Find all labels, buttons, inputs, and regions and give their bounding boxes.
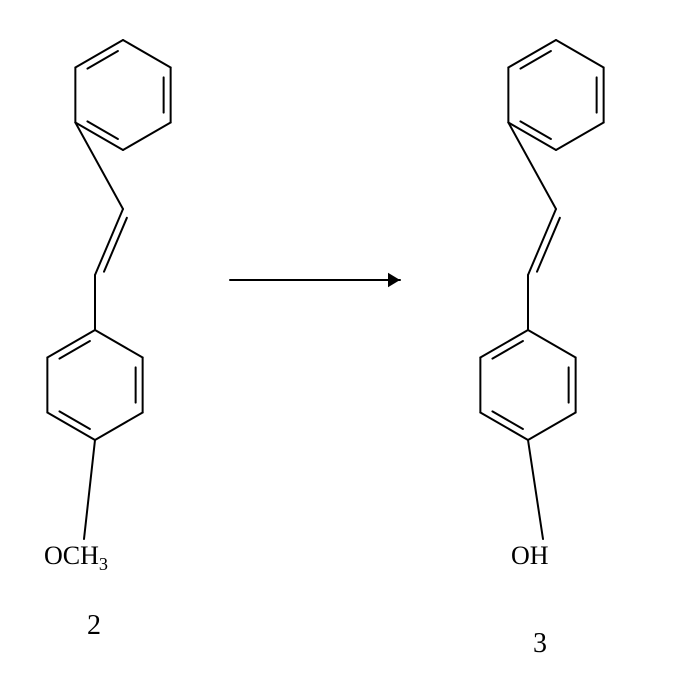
reactant-number-label: 2 (87, 610, 101, 642)
reactant-sub-subscript: 3 (99, 554, 108, 574)
product-substituent-label: OH (511, 541, 549, 571)
product-number-label: 3 (533, 628, 547, 660)
product-sub-text: OH (511, 541, 549, 570)
reactant-substituent-label: OCH3 (44, 541, 108, 575)
reactant-sub-text: OCH (44, 541, 99, 570)
